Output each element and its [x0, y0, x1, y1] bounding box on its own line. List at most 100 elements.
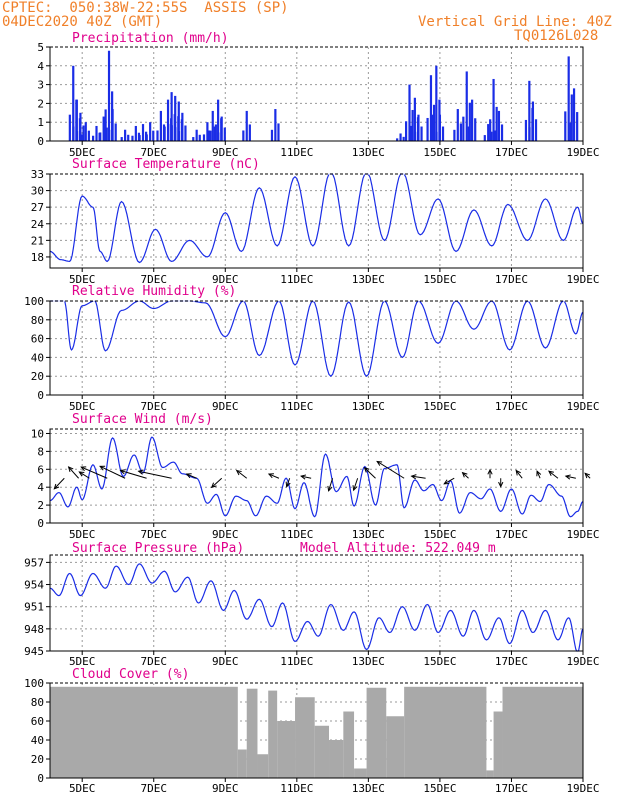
panel-frame [49, 173, 584, 269]
wind-arrowhead [564, 474, 571, 480]
wind-arrowhead [461, 471, 468, 478]
panel-title: Surface Pressure (hPa) [72, 541, 244, 556]
series-line [49, 436, 584, 518]
precip-bar [159, 110, 162, 141]
wind-vector [286, 478, 291, 487]
x-tick-label: 13DEC [352, 528, 385, 541]
y-tick-label: 40 [31, 351, 44, 364]
x-tick-label: 7DEC [140, 528, 167, 541]
y-tick-label: 80 [31, 696, 44, 709]
precip-bar [453, 129, 456, 141]
precip-bar [248, 124, 251, 141]
precip-bar [75, 131, 79, 141]
x-tick-label: 11DEC [280, 146, 313, 159]
y-tick-label: 5 [37, 41, 44, 54]
x-tick-label: 15DEC [423, 528, 456, 541]
x-tick-label: 19DEC [566, 655, 599, 668]
header-grid-line: Vertical Grid Line: 40Z [418, 14, 612, 30]
x-tick-label: 9DEC [212, 400, 239, 413]
x-tick-label: 15DEC [423, 273, 456, 286]
x-tick-label: 15DEC [423, 655, 456, 668]
y-tick-label: 18 [31, 251, 44, 264]
precip-bar [102, 116, 105, 141]
y-tick-label: 24 [31, 218, 45, 231]
wind-vector [79, 471, 90, 479]
precip-bar [500, 124, 504, 141]
x-tick-label: 5DEC [69, 146, 96, 159]
cloud-bar [277, 721, 296, 778]
wind-arrowhead [53, 483, 60, 490]
header-station: CPTEC: 050:38W-22:55S ASSIS (SP) [2, 0, 289, 16]
panel-title: Precipitation (mm/h) [72, 31, 229, 46]
x-tick-label: 7DEC [140, 273, 167, 286]
y-tick-label: 8 [37, 445, 44, 458]
wind-arrowhead [363, 466, 370, 473]
y-tick-label: 10 [31, 427, 44, 440]
y-tick-label: 6 [37, 463, 44, 476]
x-tick-label: 5DEC [69, 782, 96, 795]
panel-1: 0 1 2 3 4 5 5DEC 7DEC 9DEC 11DEC 13DEC 15DEC 17DEC 19… [37, 31, 599, 159]
panel-4: 0 2 4 6 8 10 5DEC 7DEC 9DEC 11DEC 13DEC 15DEC 17DEC 1… [31, 412, 600, 541]
precip-bar [184, 125, 187, 141]
y-tick-label: 20 [31, 370, 44, 383]
precip-bar [108, 129, 111, 141]
wind-vector [328, 478, 334, 491]
y-tick-label: 60 [31, 715, 44, 728]
precip-bar [72, 126, 75, 141]
cloud-bar [404, 686, 487, 778]
precip-bar [467, 126, 470, 141]
x-tick-label: 9DEC [212, 655, 239, 668]
wind-vector [565, 475, 576, 479]
y-tick-label: 30 [31, 185, 44, 198]
precip-bar [104, 109, 107, 141]
panel-subtitle: Model Altitude: 522.049 m [300, 541, 496, 556]
y-tick-label: 21 [31, 234, 44, 247]
x-tick-label: 13DEC [352, 273, 385, 286]
x-tick-label: 11DEC [280, 273, 313, 286]
precip-bar [82, 125, 85, 141]
cloud-bar [493, 711, 503, 778]
precip-bar [270, 129, 274, 141]
precip-bar [177, 131, 181, 141]
precip-bar [487, 124, 490, 141]
precip-bar [95, 125, 98, 141]
precip-bar [528, 127, 531, 141]
precip-bar [131, 135, 134, 141]
panel-5: 945 948 951 954 957 5DEC 7DEC 9DEC 11DEC 13DEC 15D… [24, 541, 599, 668]
precip-bar [402, 136, 405, 141]
wind-vector [120, 470, 147, 479]
precip-bar [432, 104, 436, 141]
precip-bar [492, 78, 495, 141]
cloud-bar [354, 768, 367, 778]
x-tick-label: 19DEC [566, 400, 599, 413]
wind-vector [301, 475, 312, 479]
y-tick-label: 945 [24, 645, 44, 658]
precip-bar [413, 97, 416, 141]
wind-arrowhead [376, 460, 383, 466]
wind-vector [584, 472, 591, 479]
x-tick-label: 17DEC [495, 400, 528, 413]
precip-bar [483, 135, 486, 141]
x-tick-label: 9DEC [212, 528, 239, 541]
x-tick-label: 11DEC [280, 655, 313, 668]
precip-bar [245, 110, 248, 141]
x-tick-label: 11DEC [280, 400, 313, 413]
x-tick-label: 17DEC [495, 655, 528, 668]
precip-bar [138, 135, 141, 141]
x-tick-label: 7DEC [140, 655, 167, 668]
y-tick-label: 100 [24, 677, 44, 690]
y-tick-label: 40 [31, 734, 44, 747]
y-tick-label: 100 [24, 295, 44, 308]
y-tick-label: 4 [37, 60, 44, 73]
x-tick-label: 19DEC [566, 528, 599, 541]
precip-bar [213, 126, 216, 141]
precip-bar [192, 137, 195, 141]
header-model: TQ0126L028 [514, 28, 599, 44]
precip-bar [170, 125, 173, 141]
precip-bar [170, 92, 173, 141]
precip-bar [405, 121, 408, 141]
precip-bar [474, 118, 477, 141]
precip-bar [465, 71, 468, 141]
precip-bar [127, 134, 130, 141]
precip-bar [167, 123, 170, 141]
